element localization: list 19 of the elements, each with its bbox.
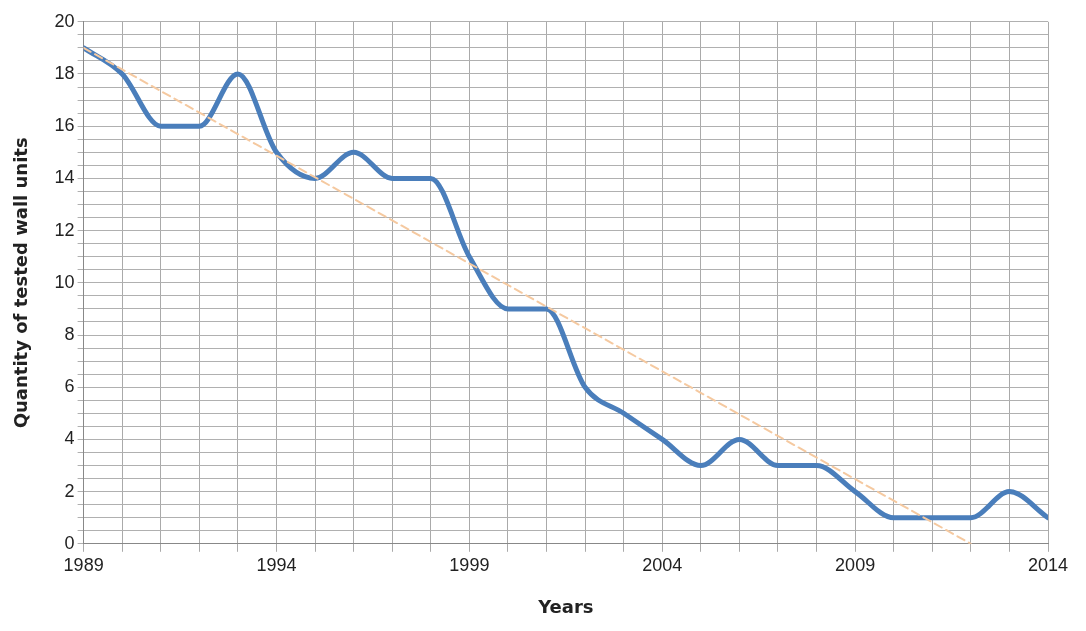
y-tick-label: 2: [64, 480, 75, 501]
y-tick-label: 4: [64, 428, 75, 449]
x-tick-label: 2009: [835, 554, 876, 575]
x-tick-label: 2014: [1027, 554, 1069, 575]
y-tick-label: 8: [64, 323, 75, 344]
x-tick-label: 1994: [256, 554, 297, 575]
y-tick-label: 12: [54, 219, 75, 240]
y-tick-label: 6: [64, 376, 75, 397]
y-tick-label: 14: [54, 167, 75, 188]
y-tick-label: 0: [64, 532, 75, 553]
y-tick-label: 20: [54, 10, 75, 31]
y-tick-label: 10: [54, 271, 75, 292]
x-tick-label: 1989: [63, 554, 104, 575]
y-tick-label: 18: [54, 62, 75, 83]
x-tick-label: 1999: [449, 554, 490, 575]
y-axis-title: Quantity of tested wall units: [10, 137, 32, 429]
x-axis-title: Years: [537, 595, 594, 617]
x-tick-label: 2004: [642, 554, 683, 575]
y-tick-label: 16: [54, 115, 75, 136]
